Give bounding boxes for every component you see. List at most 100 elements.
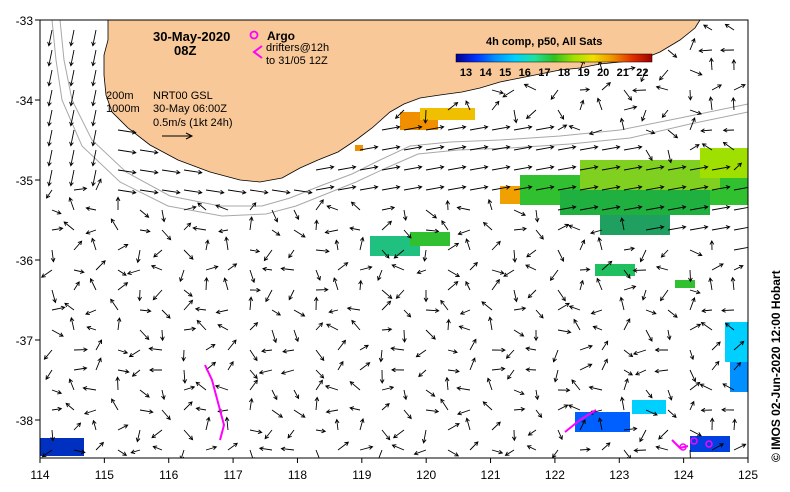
- current-arrow: [195, 381, 207, 391]
- current-arrow: [248, 397, 254, 411]
- current-arrow: [513, 125, 533, 131]
- current-arrow: [117, 169, 137, 175]
- current-arrow: [293, 409, 306, 418]
- current-arrow: [623, 165, 643, 171]
- current-arrow: [513, 185, 533, 191]
- current-arrow: [469, 185, 489, 191]
- current-arrow: [139, 308, 152, 314]
- current-arrow: [328, 309, 339, 314]
- current-arrow: [456, 386, 471, 391]
- current-arrow: [447, 165, 467, 171]
- current-arrow: [557, 109, 565, 120]
- current-arrow: [160, 329, 165, 342]
- current-arrow: [73, 281, 80, 291]
- current-arrow: [381, 385, 395, 391]
- current-arrow: [658, 429, 669, 440]
- current-arrow: [513, 109, 518, 124]
- current-arrow: [205, 265, 219, 271]
- current-arrow: [224, 236, 229, 251]
- current-arrow: [115, 196, 121, 211]
- current-arrow: [660, 249, 669, 258]
- current-arrow: [249, 202, 257, 211]
- current-arrow: [469, 165, 489, 171]
- current-arrow: [654, 347, 669, 353]
- current-arrow: [711, 165, 731, 171]
- current-arrow: [381, 327, 393, 332]
- current-arrow: [293, 229, 306, 238]
- current-arrow: [45, 369, 53, 381]
- current-arrow: [523, 83, 537, 91]
- current-arrow: [724, 23, 735, 31]
- current-arrow: [667, 165, 687, 171]
- current-arrow: [315, 369, 325, 379]
- current-arrow: [381, 125, 401, 131]
- current-arrow: [513, 145, 533, 151]
- current-arrow: [139, 409, 154, 414]
- current-arrow: [733, 225, 748, 231]
- current-arrow: [689, 185, 709, 191]
- current-arrow: [324, 384, 339, 391]
- current-arrow: [550, 89, 559, 100]
- current-arrow: [623, 89, 633, 101]
- current-arrow: [205, 343, 216, 351]
- product-label: NRT00 GSL: [153, 90, 213, 102]
- current-arrow: [623, 246, 636, 252]
- current-arrow: [47, 169, 53, 187]
- current-arrow: [447, 242, 460, 251]
- current-arrow: [271, 409, 284, 418]
- current-arrow: [568, 224, 581, 231]
- current-arrow: [91, 89, 97, 107]
- current-arrow: [227, 442, 238, 451]
- current-arrow: [645, 329, 653, 342]
- current-arrow: [391, 444, 405, 451]
- current-arrow: [183, 289, 193, 297]
- current-arrow: [689, 369, 697, 383]
- current-arrow: [482, 221, 493, 231]
- current-arrow: [224, 416, 230, 431]
- current-arrow: [227, 189, 247, 195]
- current-arrow: [223, 277, 229, 291]
- current-arrow: [491, 347, 506, 353]
- current-arrow: [709, 57, 714, 71]
- current-arrow: [271, 189, 291, 195]
- current-arrow: [689, 117, 696, 131]
- argo-legend-icon: [249, 30, 259, 40]
- current-arrow: [689, 225, 709, 231]
- current-arrow: [183, 249, 194, 260]
- current-arrow: [258, 446, 273, 451]
- contour-1000m: [51, 20, 748, 217]
- current-arrow: [183, 326, 197, 332]
- current-arrow: [183, 169, 203, 175]
- current-arrow: [271, 209, 279, 223]
- current-arrow: [667, 389, 673, 401]
- current-arrow: [271, 309, 282, 316]
- current-arrow: [51, 406, 63, 412]
- current-arrow: [116, 317, 122, 331]
- current-arrow: [73, 186, 88, 192]
- current-arrow: [91, 49, 97, 67]
- current-arrow: [601, 205, 621, 211]
- current-arrow: [447, 185, 467, 191]
- current-arrow: [733, 162, 743, 171]
- current-arrow: [117, 349, 129, 355]
- current-arrow: [491, 89, 505, 95]
- current-arrow: [700, 128, 713, 133]
- current-arrow: [579, 267, 591, 272]
- current-arrow: [535, 309, 544, 319]
- current-arrow: [326, 204, 339, 211]
- current-arrow: [85, 309, 97, 316]
- current-arrow: [721, 308, 735, 313]
- current-arrow: [465, 100, 471, 111]
- current-arrow: [579, 99, 585, 111]
- current-arrow: [183, 189, 203, 195]
- current-arrow: [249, 449, 255, 458]
- current-arrow: [689, 109, 703, 116]
- current-arrow: [425, 389, 436, 397]
- current-arrow: [666, 329, 672, 341]
- current-arrow: [689, 323, 702, 331]
- current-arrow: [447, 349, 458, 354]
- y-axis: -33 -34 -35 -36 -37 -38: [16, 14, 40, 428]
- current-arrow: [394, 109, 405, 119]
- current-arrow: [597, 236, 603, 251]
